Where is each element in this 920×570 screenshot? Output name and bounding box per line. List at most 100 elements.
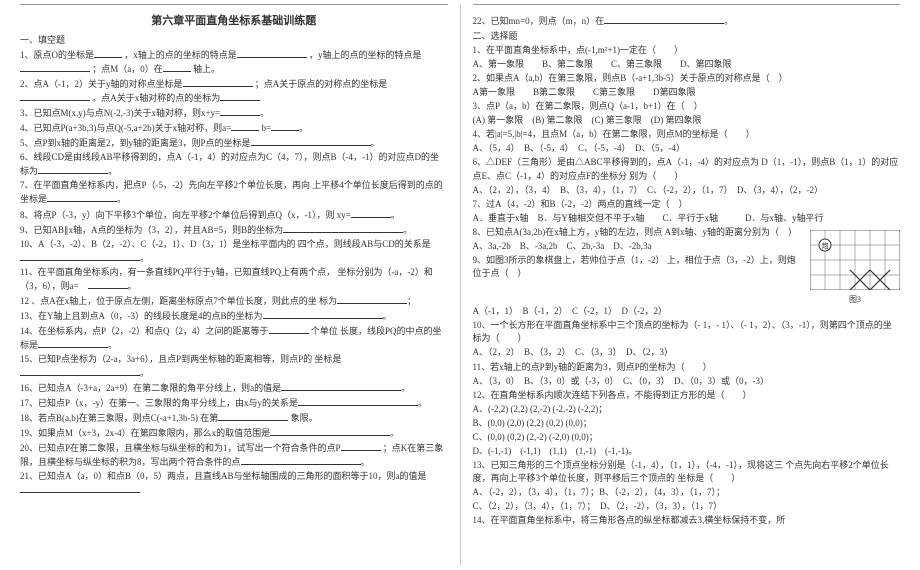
q4-text: 4、已知点P(a+3b,3)与点Q(-5,a+2b)关于x轴对称，则a=: [20, 123, 231, 133]
blank: [20, 251, 140, 261]
c6: 7、过A（4，-2）和B（-2，-2）两点的直线一定（ ）: [473, 198, 901, 211]
c8-text: 9、如图3所示的象棋盘上，若帅位于点（1，-2）: [473, 255, 665, 265]
q10: 10、A（-3，-2）、B（2，-2）、C（-2，1）、D（3，1）是坐标平面内…: [20, 238, 448, 265]
diagram-caption: 图3: [810, 294, 900, 306]
blank: [20, 62, 90, 72]
blank: [47, 192, 117, 202]
q8a-text: 8、将点P（-3，y）向下平移3个单位，向左平移2个单位后得到点Q（x，-1），…: [20, 210, 335, 220]
c5: 6、△DEF（三角形）是由△ABC平移得到的，点A（-1，-4）的对应点为 D（…: [473, 156, 901, 182]
c11-opts1: A、(-2,2) (2,2) (2,-2) (-2,-2) (-2,2)；: [473, 403, 901, 416]
c2: 2、如果点A（a,b）在第三象限，则点B（-a+1,3b-5）关于原点的对称点是…: [473, 72, 901, 85]
q12b-text: 标为: [319, 296, 337, 306]
q18b-text: 象限。: [291, 413, 318, 423]
blank: [298, 396, 418, 406]
q13: 13、在Y轴上且到点A（0，-3）的线段长度是4的点B的坐标为。: [20, 309, 448, 323]
blank: [38, 338, 108, 348]
c3-opts: (A) 第一象限 (B) 第二象限 (C) 第三象限 (D) 第四象限: [473, 114, 901, 127]
q7: 7、在平面直角坐标系内，把点P（-5，-2）先向左平移2个单位长度，再向 上平移…: [20, 179, 448, 206]
q22: 22、已知mn=0，则点（m，n）在。: [473, 14, 901, 28]
q3: 3、已知点M(x,y)与点N(-2,-3)关于x轴对称，则x+y=。: [20, 106, 448, 120]
c11-opts3: C、(0,0) (0,2) (2,-2) (-2,0) (0,0)；: [473, 431, 901, 444]
q1d-text: ；点M（a，0）在: [92, 64, 163, 74]
blank: [20, 91, 90, 101]
c5c-text: 别为（ ）: [629, 171, 683, 181]
blank: [269, 324, 309, 334]
q22-text: 22、已知mn=0，则点（m，n）在: [473, 16, 605, 26]
blank: [94, 48, 122, 58]
c8: 9、如图3所示的象棋盘上，若帅位于点（1，-2） 上，相位于点（3，-2）上，则…: [473, 254, 805, 280]
q7a-text: 7、在平面直角坐标系内，把点P（-5，-2）先向左平移2个单位长度，再向: [20, 180, 310, 190]
q9-text: 9、已知AB∥x轴，A点的坐标为（3，2），并且AB=5，则B的坐标为: [20, 225, 283, 235]
chess-diagram: 炮: [810, 230, 900, 290]
blank: [251, 136, 371, 146]
q1b-text: ，x轴上的点的坐标的特点是: [124, 50, 237, 60]
q2b-text: ；点A关于原点的对称点的坐标是: [255, 79, 388, 89]
q21-text: 21、已知点A（a，0）和点B（0，5）两点，且直线AB与坐标轴围成的三角形的面…: [20, 471, 427, 481]
q2: 2、点A（-1，2）关于y轴的对称点坐标是 ；点A关于原点的对称点的坐标是 。点…: [20, 77, 448, 105]
blank: [604, 14, 724, 24]
q13-text: 13、在Y轴上且到点A（0，-3）的线段长度是4的点B的坐标为: [20, 311, 263, 321]
q18-text: 18、若点B(a,b)在第三象限，则点C(-a+1,3b-5) 在第: [20, 413, 218, 423]
q12a-text: 12 、点A在x轴上，位于原点左侧，距离坐标原点7个单位长度，则此点的坐: [20, 296, 317, 306]
c11-opts4: D、(-1,-1) (-1,1) (1,1) (1,-1) (-1,-1)。: [473, 445, 901, 458]
q14: 14、在坐标系内，点P（2，-2）和点Q（2，4）之间的距离等于 个单位 长度，…: [20, 324, 448, 352]
q20: 20、已知点P在第二象限，且横坐标与纵坐标的和为1，试写出一个符合条件的点P ；…: [20, 441, 448, 469]
blank: [271, 121, 299, 131]
c7-textblock: 8、已知点A(3a,2b)在x轴上方，y轴的左边，则点 A到x轴、y轴的距离分别…: [473, 226, 805, 281]
q14b-text: 个单位: [311, 326, 338, 336]
c11: 12、在直角坐标系内顺次连结下列各点，不能得到正方形的是（ ）: [473, 389, 901, 402]
blank: [263, 309, 383, 319]
c7-opts: A、3a,-2b B、-3a,2b C、2b,-3a D、-2b,3a: [473, 240, 805, 253]
blank: [220, 91, 260, 101]
section-choice-title: 二、选择题: [473, 30, 901, 43]
right-column: 22、已知mn=0，则点（m，n）在。 二、选择题 1、在平面直角坐标系中，点(…: [461, 4, 913, 566]
q10b-text: 四个点，则线段AB与CD的关系是: [298, 239, 431, 249]
q15b-text: 坐标是: [314, 354, 341, 364]
q1c-text: ，y轴上的点的坐标的特点是: [309, 50, 422, 60]
c8-opts: A（-1，1） B（-1，2） C（-2，1） D（-2，2）: [473, 305, 901, 318]
c12c-text: 坐标是（ ）: [677, 473, 740, 483]
c6-opts: A．垂直于x轴 B．与Y轴相交但不平于x轴 C．平行于x轴 D．与x轴、y轴平行: [473, 212, 901, 225]
q15a-text: 15、已知P点坐标为（2-a，3a+6），且点P到两坐标轴的距离相等，则点P的: [20, 354, 312, 364]
q6: 6、线段CD是由线段AB平移得到的，点A（-1，4）的对应点为C（4，7），则点…: [20, 151, 448, 178]
q11: 11、在平面直角坐标系内，有一条直线PQ平行于y轴，已知直线PQ上有两个点， 坐…: [20, 266, 448, 293]
blank: [341, 441, 381, 451]
q11a-text: 11、在平面直角坐标系内，有一条直线PQ平行于y轴，已知直线PQ上有两个点，: [20, 267, 335, 277]
rule: [20, 4, 448, 6]
c5-text: 6、△DEF（三角形）是由△ABC平移得到的，点A（-1，-4）的对应点为: [473, 157, 760, 167]
blank: [20, 483, 140, 493]
q1-text: 1、原点O的坐标是: [20, 50, 94, 60]
q18: 18、若点B(a,b)在第三象限，则点C(-a+1,3b-5) 在第 象限。: [20, 411, 448, 425]
blank: [231, 121, 259, 131]
blank: [351, 208, 391, 218]
section-fill-title: 一、填空题: [20, 34, 448, 47]
blank: [183, 77, 253, 87]
c10-opts: A、（3，0） B、（3，0）或（-3，0） C、（0，3） D、（0，3）或（…: [473, 375, 901, 388]
q14a-text: 14、在坐标系内，点P（2，-2）和点Q（2，4）之间的距离等于: [20, 326, 269, 336]
q2c-text: 。点A关于x轴对称的点的坐标为: [92, 93, 220, 103]
blank: [218, 411, 288, 421]
c1-opts: A、第一象限 B、第二象限 C、第三象限 D、第四象限: [473, 58, 901, 71]
q9: 9、已知AB∥x轴，A点的坐标为（3，2），并且AB=5，则B的坐标为。: [20, 223, 448, 237]
q10a-text: 10、A（-3，-2）、B（2，-2）、C（-2，1）、D（3，1）是坐标平面内…: [20, 239, 296, 249]
q4: 4、已知点P(a+3b,3)与点Q(-5,a+2b)关于x轴对称，则a= b=。: [20, 121, 448, 135]
blank: [237, 48, 307, 58]
blank: [241, 455, 361, 465]
c9: 10、一个长方形在平面直角坐标系中三个顶点的坐标为（- 1，- 1）、（- 1，…: [473, 319, 901, 345]
q21: 21、已知点A（a，0）和点B（0，5）两点，且直线AB与坐标轴围成的三角形的面…: [20, 470, 448, 497]
q5: 5、点P到x轴的距离是2，到y轴的距离是3，则P点的坐标是。: [20, 136, 448, 150]
q4b-text: b=: [261, 123, 271, 133]
doc-title: 第六章平面直角坐标系基础训练题: [20, 14, 448, 30]
blank: [163, 62, 191, 72]
q5-text: 5、点P到x轴的距离是2，到y轴的距离是3，则P点的坐标是: [20, 138, 251, 148]
q8b-text: xy=: [337, 210, 351, 220]
blank: [88, 279, 128, 289]
svg-text:炮: 炮: [822, 241, 829, 250]
c7-text: 8、已知点A(3a,2b)在x轴上方，y轴的左边，则点: [473, 227, 663, 237]
q1e-text: 轴上。: [193, 64, 220, 74]
c10: 11、若x轴上的点P到y轴的距离为3，则点P的坐标为（ ）: [473, 361, 901, 374]
q8: 8、将点P（-3，y）向下平移3个单位，向左平移2个单位后得到点Q（x，-1），…: [20, 208, 448, 222]
c7b-text: A到x轴、y轴的距离分别为（ ）: [665, 227, 798, 237]
c4-opts: A、（5，4） B、（-5，4） C、（-5，-4） D、（5，-4）: [473, 142, 901, 155]
c12: 13、已知三角形的三个顶点坐标分别是（-1，4），（1，1），（-4，-1），现…: [473, 459, 901, 485]
